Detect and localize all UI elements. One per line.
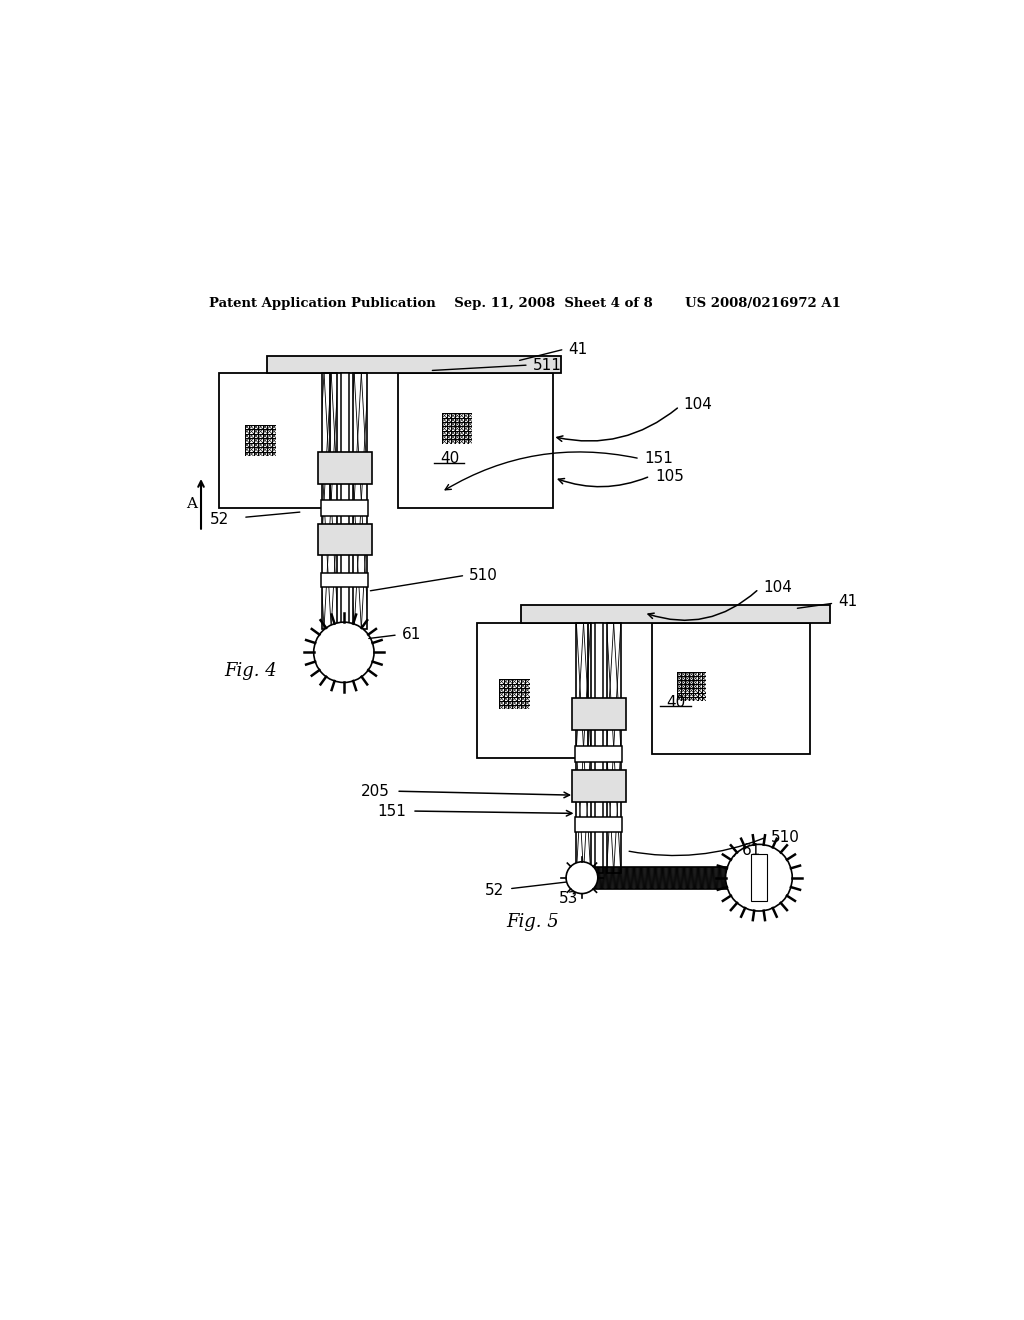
Text: 104: 104 <box>763 579 792 595</box>
Bar <box>571 698 626 730</box>
Text: 53: 53 <box>559 891 579 906</box>
Text: 511: 511 <box>532 358 561 372</box>
Text: 105: 105 <box>655 469 685 483</box>
Text: Fig. 5: Fig. 5 <box>506 913 559 931</box>
Text: 151: 151 <box>644 451 673 466</box>
Bar <box>317 453 372 484</box>
Text: 41: 41 <box>568 342 588 356</box>
Bar <box>352 374 367 628</box>
Bar <box>477 623 589 758</box>
Circle shape <box>566 862 598 894</box>
Text: 52: 52 <box>485 883 504 898</box>
Text: 61: 61 <box>741 843 761 858</box>
Bar <box>321 573 369 587</box>
Text: 205: 205 <box>361 784 390 799</box>
Bar <box>574 746 623 762</box>
Text: A: A <box>186 496 197 511</box>
Circle shape <box>313 622 374 682</box>
Bar <box>574 817 623 832</box>
Text: Fig. 4: Fig. 4 <box>224 661 278 680</box>
Bar <box>606 623 621 873</box>
Text: 104: 104 <box>684 397 713 412</box>
Text: 40: 40 <box>439 451 459 466</box>
Text: 61: 61 <box>401 627 421 643</box>
Bar <box>652 623 811 754</box>
Text: 40: 40 <box>666 694 685 710</box>
Bar <box>577 867 731 888</box>
Bar <box>321 500 369 516</box>
Text: 510: 510 <box>469 568 498 583</box>
Bar <box>323 374 337 628</box>
Bar <box>571 770 626 801</box>
Bar <box>521 606 830 623</box>
Text: 510: 510 <box>771 830 800 845</box>
Bar <box>267 355 560 374</box>
Bar <box>595 623 602 873</box>
Circle shape <box>726 845 793 911</box>
Bar <box>577 623 591 873</box>
Bar <box>397 374 553 508</box>
Bar <box>751 854 767 902</box>
Bar <box>317 524 372 556</box>
Text: 41: 41 <box>839 594 857 609</box>
Text: 52: 52 <box>210 512 229 527</box>
Text: 151: 151 <box>377 804 406 818</box>
Bar <box>341 374 348 628</box>
Text: Patent Application Publication    Sep. 11, 2008  Sheet 4 of 8       US 2008/0216: Patent Application Publication Sep. 11, … <box>209 297 841 310</box>
Bar <box>219 374 331 508</box>
